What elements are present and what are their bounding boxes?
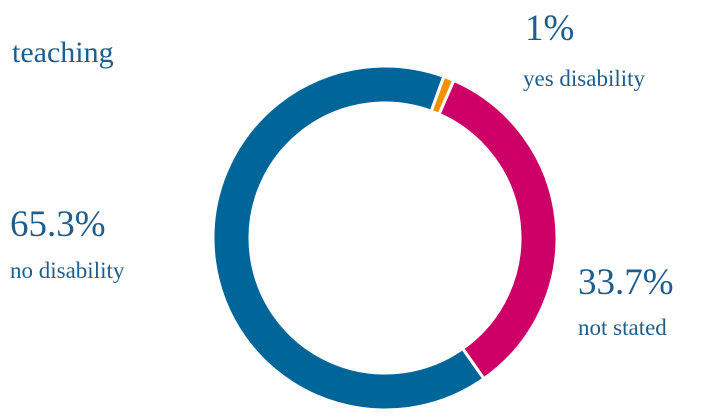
slice-no-disability: [211, 64, 486, 412]
chart-title: teaching: [12, 36, 114, 69]
slice-value-no-disability: 65.3%: [10, 204, 106, 245]
slice-value-yes-disability: 1%: [525, 8, 575, 49]
slice-label-no-disability: no disability: [10, 258, 125, 283]
slice-value-not-stated: 33.7%: [578, 262, 674, 303]
slice-label-not-stated: not stated: [578, 315, 667, 340]
slice-label-yes-disability: yes disability: [523, 66, 646, 91]
slice-not-stated: [437, 78, 559, 381]
